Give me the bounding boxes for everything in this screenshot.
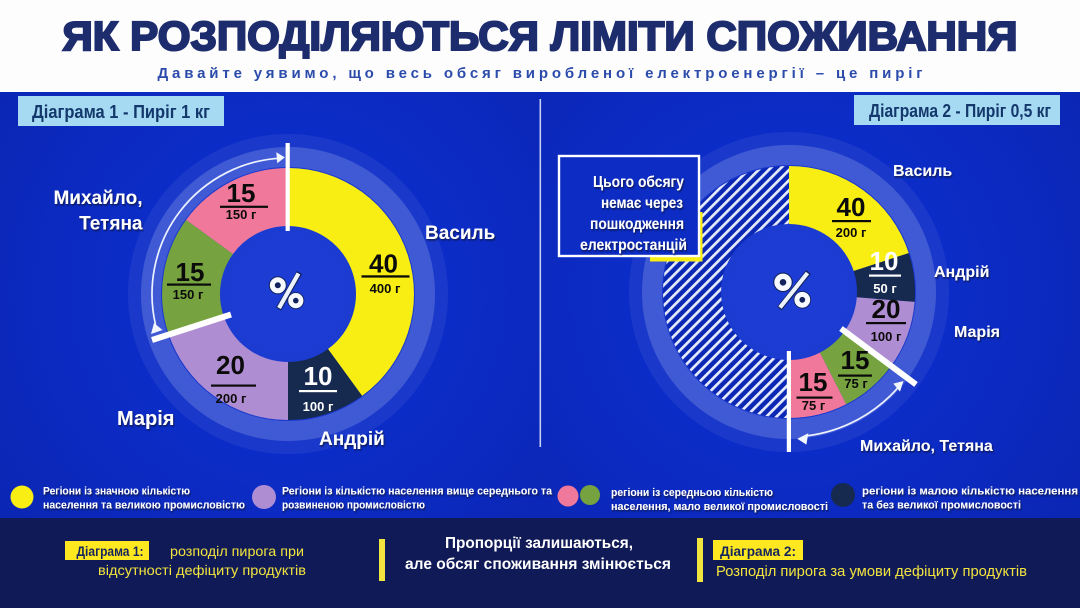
svg-text:15: 15 xyxy=(841,345,870,375)
svg-text:регіони із середньою кількістю: регіони із середньою кількістю xyxy=(611,487,773,499)
svg-text:Давайте уявимо, що весь обсяг: Давайте уявимо, що весь обсяг виробленої… xyxy=(158,65,923,82)
svg-text:Діаграма 1 - Пиріг 1 кг: Діаграма 1 - Пиріг 1 кг xyxy=(32,102,210,122)
svg-text:населення, мало великої промис: населення, мало великої промисловості xyxy=(611,501,828,513)
svg-text:розподіл пирога при: розподіл пирога при xyxy=(170,543,304,559)
svg-text:Михайло,: Михайло, xyxy=(53,188,142,209)
svg-text:150 г: 150 г xyxy=(226,207,257,222)
svg-text:150 г: 150 г xyxy=(173,287,204,302)
svg-text:Пропорції залишаються,: Пропорції залишаються, xyxy=(445,535,633,552)
svg-text:50 г: 50 г xyxy=(873,281,897,296)
svg-text:10: 10 xyxy=(304,361,333,391)
svg-text:Андрій: Андрій xyxy=(934,264,989,281)
svg-text:Регіони із значною кількістю: Регіони із значною кількістю xyxy=(43,486,190,498)
svg-text:75 г: 75 г xyxy=(802,398,826,413)
svg-text:розвиненою промисловістю: розвиненою промисловістю xyxy=(282,500,425,512)
svg-text:200 г: 200 г xyxy=(836,225,867,240)
svg-text:немає через: немає через xyxy=(601,195,683,212)
svg-text:75 г: 75 г xyxy=(844,376,868,391)
svg-text:ЯК РОЗПОДІЛЯЮТЬСЯ ЛІМІТИ СПОЖИ: ЯК РОЗПОДІЛЯЮТЬСЯ ЛІМІТИ СПОЖИВАННЯ xyxy=(63,13,1018,59)
svg-text:Розподіл пирога за умови дефіц: Розподіл пирога за умови дефіциту продук… xyxy=(716,564,1027,580)
svg-text:електростанцій: електростанцій xyxy=(580,237,687,254)
svg-text:100 г: 100 г xyxy=(871,329,902,344)
svg-text:населення та великою промислов: населення та великою промисловістю xyxy=(43,500,245,512)
svg-text:відсутності дефіциту продуктів: відсутності дефіциту продуктів xyxy=(98,562,306,578)
svg-text:Тетяна: Тетяна xyxy=(79,214,143,235)
svg-text:Регіони із кількістю населення: Регіони із кількістю населення вище сере… xyxy=(282,486,553,498)
svg-text:пошкодження: пошкодження xyxy=(590,216,684,233)
svg-text:Василь: Василь xyxy=(893,163,952,180)
svg-text:Андрій: Андрій xyxy=(319,429,385,450)
svg-text:100 г: 100 г xyxy=(303,399,334,414)
svg-text:Марія: Марія xyxy=(117,408,174,430)
svg-text:регіони із малою кількістю нас: регіони із малою кількістю населення xyxy=(862,486,1078,498)
svg-text:40: 40 xyxy=(837,192,866,222)
svg-text:Михайло, Тетяна: Михайло, Тетяна xyxy=(860,438,993,455)
svg-text:400 г: 400 г xyxy=(370,281,401,296)
svg-text:але обсяг споживання змінюєтьс: але обсяг споживання змінюється xyxy=(405,556,671,573)
svg-text:Діаграма 2 - Пиріг 0,5 кг: Діаграма 2 - Пиріг 0,5 кг xyxy=(869,101,1051,121)
svg-text:15: 15 xyxy=(799,367,828,397)
svg-text:Василь: Василь xyxy=(425,223,495,244)
svg-text:Діаграма 1:: Діаграма 1: xyxy=(77,544,144,559)
svg-text:20: 20 xyxy=(872,294,901,324)
svg-text:200 г: 200 г xyxy=(216,391,247,406)
svg-text:та без великої промисловості: та без великої промисловості xyxy=(862,500,1021,512)
svg-text:Діаграма 2:: Діаграма 2: xyxy=(720,543,796,559)
svg-text:Цього обсягу: Цього обсягу xyxy=(593,174,684,191)
svg-text:15: 15 xyxy=(176,257,205,287)
svg-text:40: 40 xyxy=(369,249,398,279)
svg-text:10: 10 xyxy=(870,246,899,276)
svg-text:20: 20 xyxy=(216,350,245,380)
svg-text:15: 15 xyxy=(227,178,256,208)
svg-text:Марія: Марія xyxy=(954,324,1000,341)
